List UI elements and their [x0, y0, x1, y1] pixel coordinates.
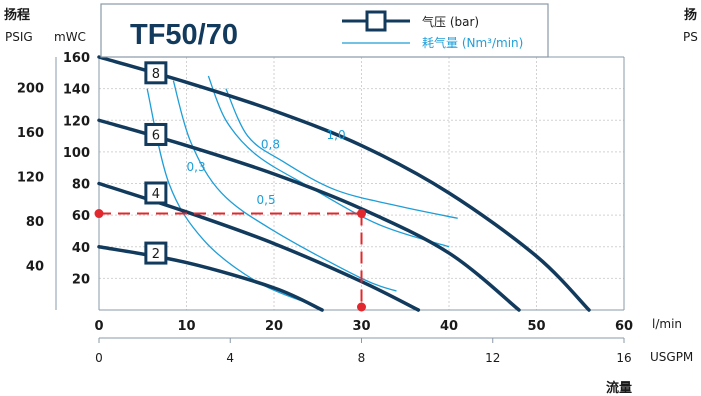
- chart-title: TF50/70: [130, 19, 238, 51]
- tick-label-psig: 120: [17, 171, 44, 186]
- flow-axis-label: 流量: [606, 381, 633, 396]
- tick-label-lmin: 40: [440, 319, 458, 334]
- tick-label-lmin: 20: [265, 319, 283, 334]
- tick-label-usgpm: 4: [226, 351, 234, 365]
- air-curve-label: 0,3: [187, 160, 206, 174]
- tick-label-psig: 80: [26, 215, 44, 230]
- tick-label-psig: 160: [17, 126, 44, 141]
- tick-label-mwc: 60: [72, 209, 90, 224]
- pressure-curve-8: [97, 55, 591, 312]
- tick-label-lmin: 30: [352, 319, 370, 334]
- pressure-curve-2: [97, 245, 324, 312]
- pressure-curve-marker: [144, 61, 168, 85]
- tick-label-lmin: 0: [94, 319, 103, 334]
- pressure-curve-label: 6: [152, 128, 160, 143]
- legend-pressure-label: 气压 (bar): [422, 14, 479, 29]
- tick-label-mwc: 80: [72, 178, 90, 193]
- air-curve-0-8: [207, 75, 450, 248]
- head-axis-label-ghost: 扬: [684, 8, 698, 23]
- tick-label-mwc: 140: [63, 83, 90, 98]
- operating-point-dot: [357, 209, 366, 219]
- tick-label-usgpm: 8: [358, 351, 366, 365]
- unit-psig-ghost: PS: [683, 30, 698, 44]
- tick-label-lmin: 10: [177, 319, 195, 334]
- tick-label-mwc: 40: [72, 241, 90, 256]
- air-curve-label: 1,0: [327, 128, 346, 142]
- legend-pressure-square: [365, 10, 387, 32]
- tick-label-lmin: 50: [527, 319, 545, 334]
- title-box: [100, 3, 549, 58]
- tick-label-mwc: 100: [63, 146, 90, 161]
- unit-mwc: mWC: [54, 30, 86, 44]
- axis-ticks: 0 10 20 30 40 50 60 0 4 8 12 16 20 40 60 80 100 120 140 160…: [17, 51, 633, 365]
- operating-point-dot-head: [94, 209, 104, 219]
- curve-labels: 0,3 0,5 0,8 1,0 2 4 6 8: [144, 61, 346, 265]
- pressure-curve-label: 2: [152, 247, 160, 262]
- operating-point-dot-flow: [357, 302, 366, 312]
- unit-psig: PSIG: [5, 30, 33, 44]
- tick-label-usgpm: 16: [616, 351, 631, 365]
- pressure-curve-marker: [144, 241, 168, 265]
- air-consumption-curves: [146, 75, 458, 305]
- air-curve-0-3: [146, 88, 310, 305]
- pressure-curve-6: [97, 118, 521, 312]
- unit-lmin: l/min: [652, 317, 683, 331]
- legend-air-label: 耗气量 (Nm³/min): [422, 35, 523, 50]
- pressure-curve-label: 8: [152, 67, 160, 82]
- tick-label-lmin: 60: [615, 319, 633, 334]
- tick-label-mwc: 160: [63, 51, 90, 66]
- air-curve-1-0: [225, 88, 458, 219]
- air-curve-label: 0,8: [261, 138, 280, 152]
- tick-label-psig: 40: [26, 260, 44, 275]
- operating-point-guides: [94, 209, 366, 312]
- tick-label-usgpm: 12: [485, 351, 500, 365]
- air-curve-label: 0,5: [257, 193, 276, 207]
- pressure-curve-marker: [144, 181, 168, 205]
- pressure-curve-marker: [144, 122, 168, 146]
- head-axis-label: 扬程: [4, 8, 31, 23]
- tick-label-psig: 200: [17, 82, 44, 97]
- pressure-curve-label: 4: [152, 187, 160, 202]
- unit-usgpm: USGPM: [650, 350, 694, 364]
- air-curve-0-5: [172, 80, 397, 292]
- tick-label-usgpm: 0: [95, 351, 103, 365]
- tick-label-mwc: 120: [63, 114, 90, 129]
- tick-label-mwc: 20: [72, 272, 90, 287]
